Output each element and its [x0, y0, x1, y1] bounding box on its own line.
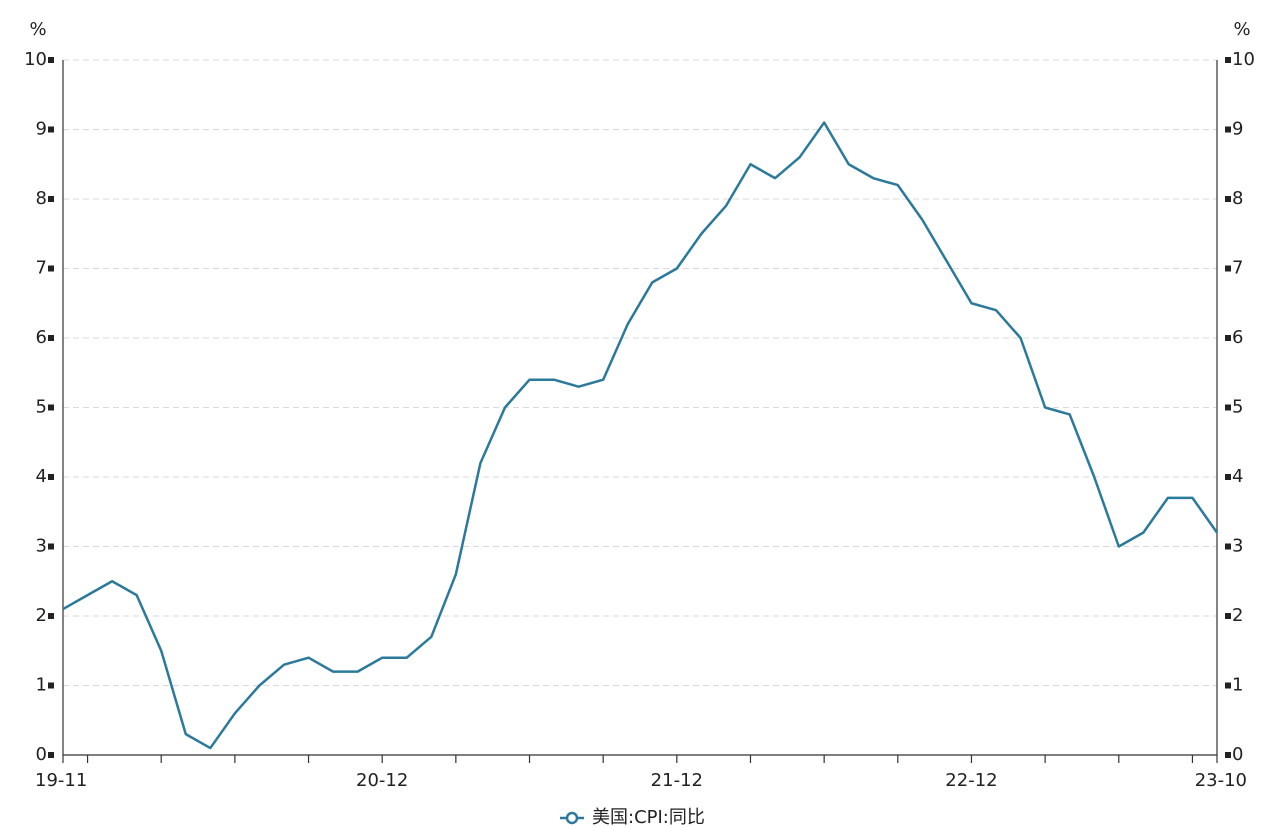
y2-tick-mark [1225, 613, 1231, 619]
y2-tick-label: 1 [1232, 675, 1243, 696]
y-tick-label: 0 [36, 744, 47, 765]
y2-tick-label: 0 [1232, 744, 1243, 765]
y-tick-mark [48, 126, 54, 133]
y-tick-mark [48, 57, 54, 63]
x-tick-label: 19-11 [35, 770, 87, 791]
y-axis-unit: % [29, 19, 46, 40]
y-tick-mark [48, 335, 54, 341]
y-tick-mark [48, 196, 54, 202]
y2-tick-mark [1225, 752, 1231, 758]
x-tick-label: 20-12 [356, 770, 408, 791]
y-tick-mark [48, 543, 54, 550]
y2-tick-mark [1225, 682, 1231, 689]
y2-tick-label: 9 [1232, 119, 1243, 140]
y-tick-mark [48, 265, 54, 272]
y-tick-label: 8 [36, 188, 47, 209]
y2-tick-mark [1225, 126, 1231, 133]
y-tick-mark [48, 613, 54, 619]
y2-tick-label: 8 [1232, 188, 1243, 209]
y-tick-mark [48, 404, 54, 411]
y2-tick-label: 2 [1232, 605, 1243, 626]
y-tick-label: 10 [24, 49, 47, 70]
y-tick-label: 4 [36, 466, 47, 487]
y2-tick-label: 3 [1232, 536, 1243, 557]
y2-tick-label: 7 [1232, 258, 1243, 279]
y-tick-mark [48, 682, 54, 689]
x-tick-label: 23-10 [1195, 770, 1247, 791]
y-tick-label: 1 [36, 675, 47, 696]
y-tick-label: 3 [36, 536, 47, 557]
y2-axis-unit: % [1233, 19, 1250, 40]
y2-tick-mark [1225, 196, 1231, 202]
y2-tick-mark [1225, 335, 1231, 341]
y2-tick-label: 4 [1232, 466, 1243, 487]
y-tick-label: 7 [36, 258, 47, 279]
y-tick-mark [48, 474, 54, 480]
x-tick-label: 21-12 [651, 770, 703, 791]
x-tick-label: 22-12 [945, 770, 997, 791]
legend-label: 美国:CPI:同比 [592, 807, 705, 827]
y2-tick-label: 6 [1232, 327, 1243, 348]
data-line [62, 121, 1219, 750]
y2-tick-mark [1225, 404, 1231, 411]
y-tick-label: 2 [36, 605, 47, 626]
y-tick-label: 5 [36, 397, 47, 418]
y-tick-mark [48, 752, 54, 758]
y2-tick-label: 5 [1232, 397, 1243, 418]
y2-tick-mark [1225, 474, 1231, 480]
y2-tick-label: 10 [1232, 49, 1255, 70]
y-tick-label: 9 [36, 119, 47, 140]
y2-tick-mark [1225, 265, 1231, 272]
y-tick-label: 6 [36, 327, 47, 348]
y2-tick-mark [1225, 543, 1231, 550]
legend-marker [565, 811, 579, 825]
y2-tick-mark [1225, 57, 1231, 63]
